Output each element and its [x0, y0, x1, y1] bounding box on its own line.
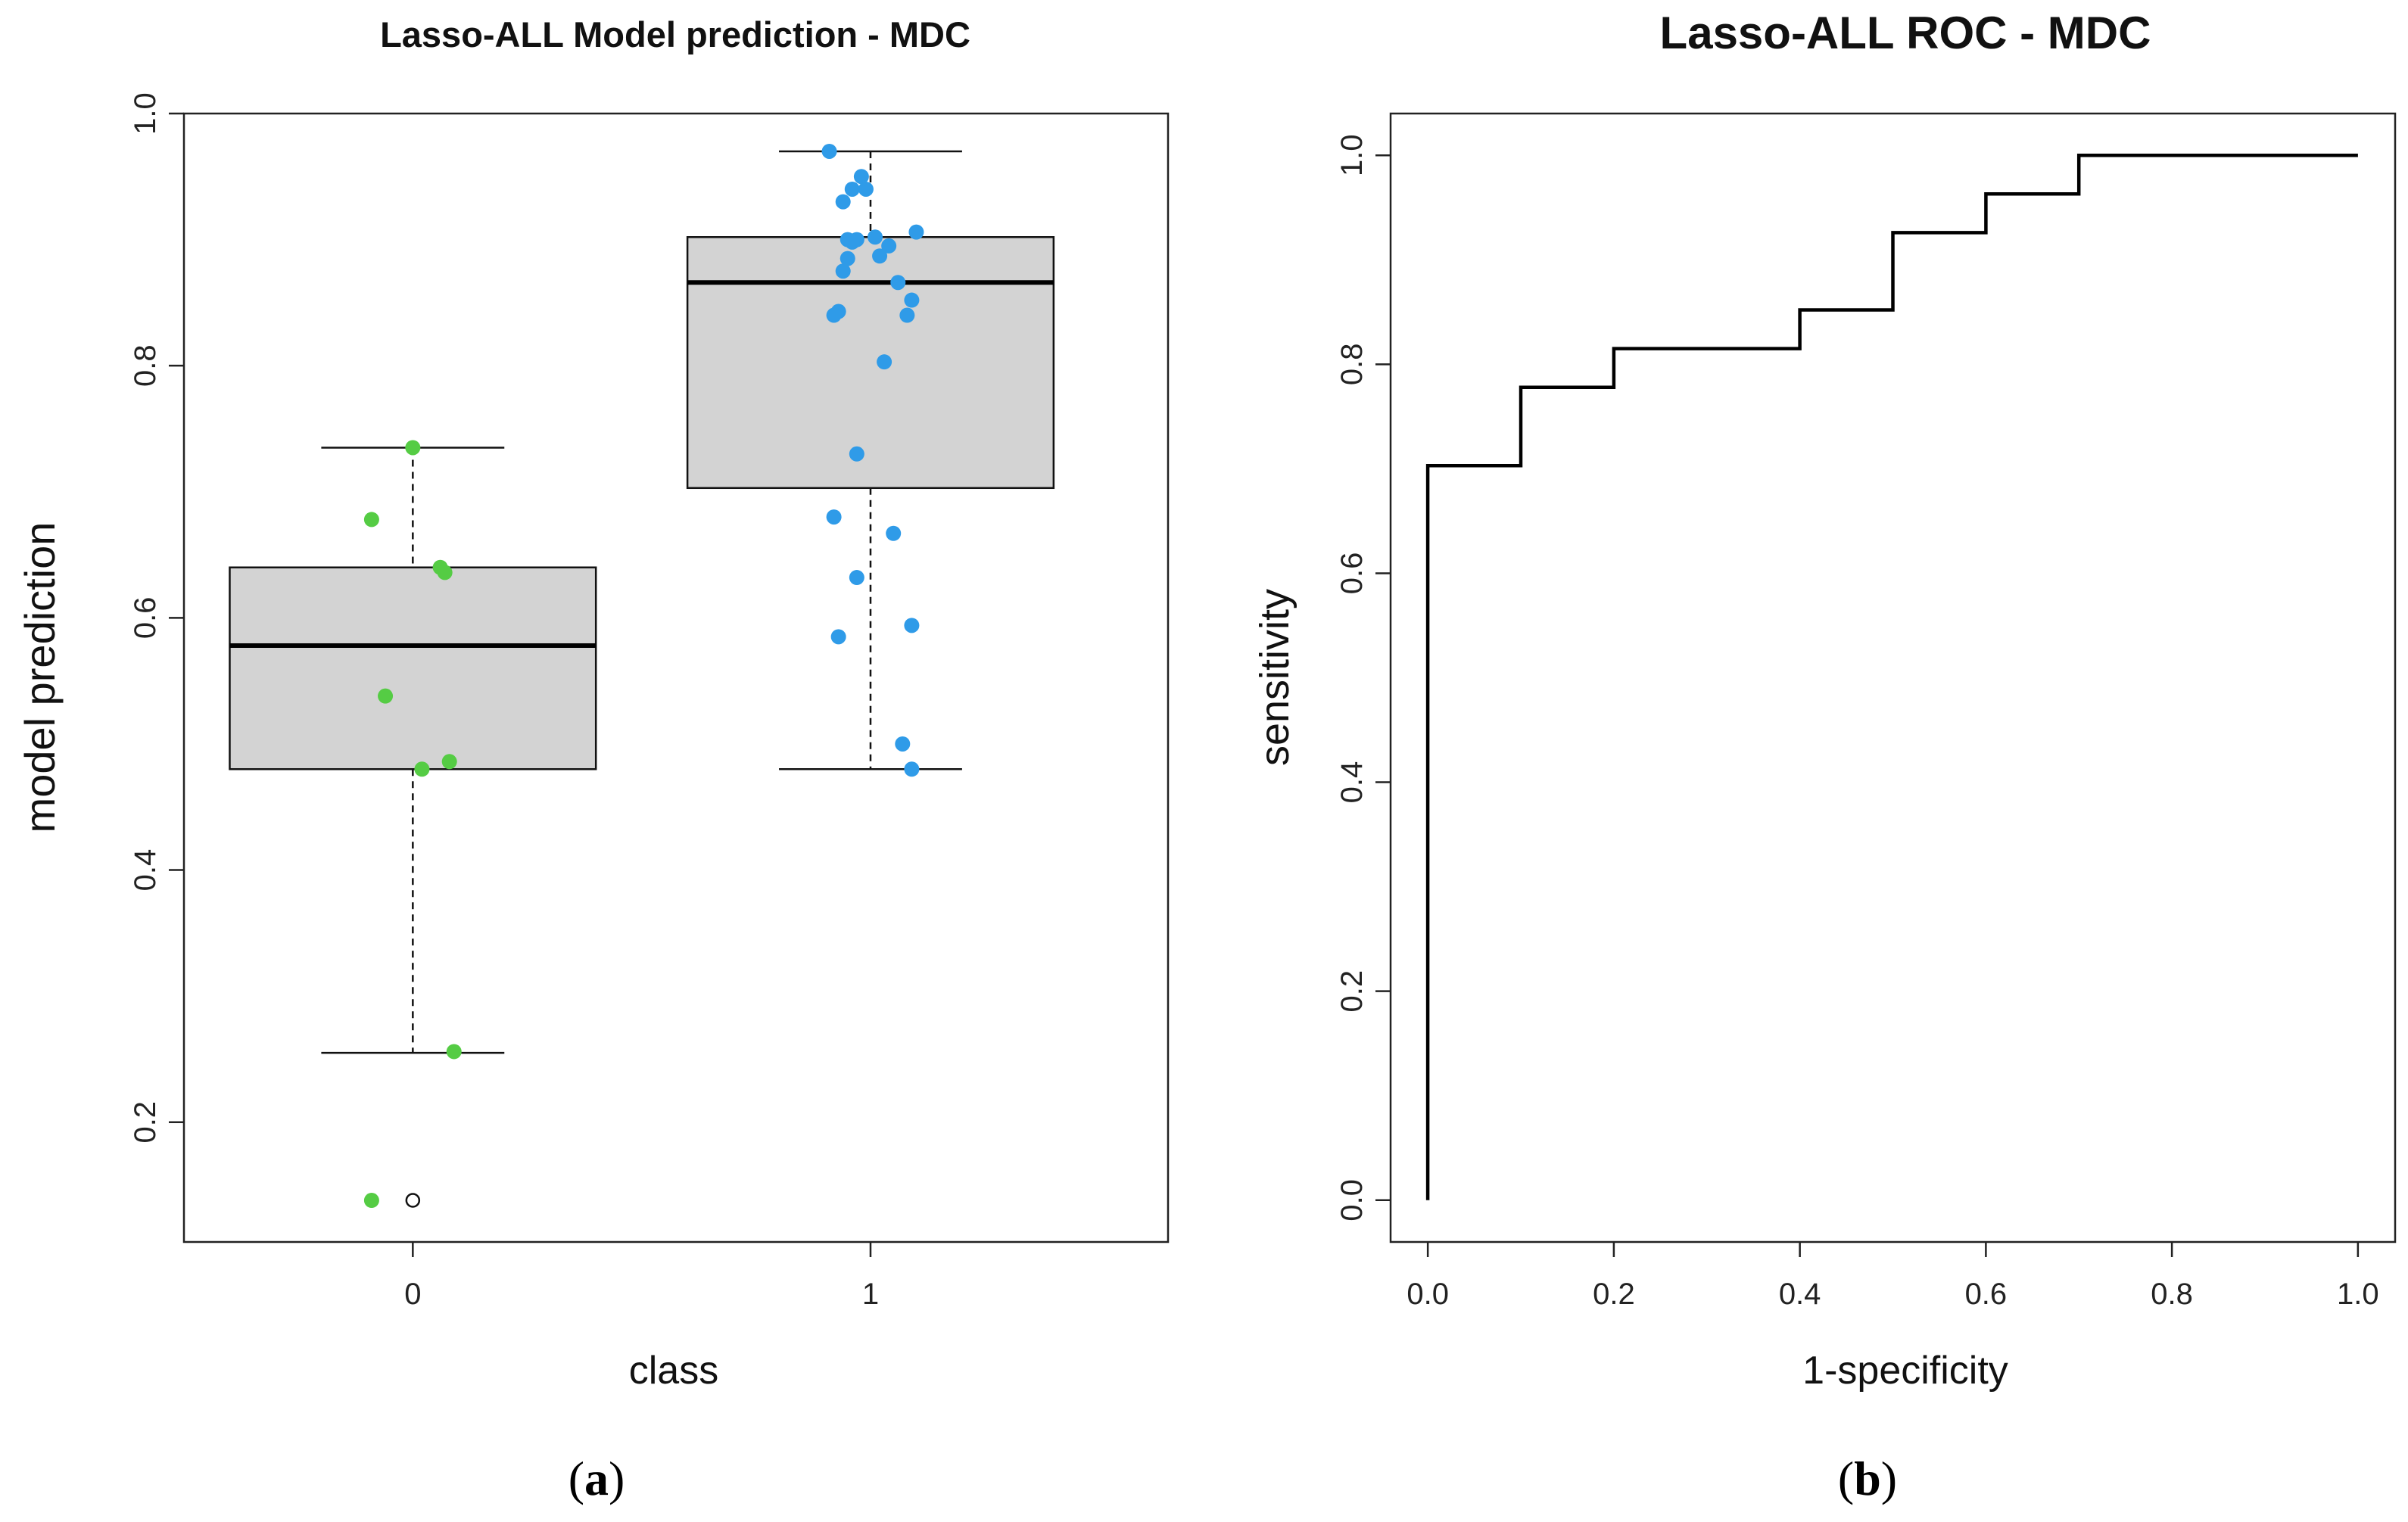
x-tick-label: 0.0: [1406, 1278, 1449, 1311]
data-point: [877, 354, 892, 370]
data-point: [904, 292, 920, 308]
y-tick-label: 0.2: [1335, 970, 1369, 1013]
x-tick-label: 0: [404, 1278, 421, 1311]
data-point: [844, 181, 860, 197]
data-point: [830, 629, 846, 645]
panel-letter-a: a: [584, 1452, 609, 1505]
data-point: [826, 307, 842, 323]
chart-title-b: Lasso-ALL ROC - MDC: [1660, 8, 2151, 58]
data-point: [363, 512, 379, 528]
data-point: [378, 688, 394, 704]
y-axis-label-b: sensitivity: [1252, 589, 1297, 766]
y-tick-label: 0.4: [129, 849, 162, 892]
outlier-point: [405, 1193, 421, 1208]
y-tick-label: 0.8: [1335, 344, 1369, 386]
x-tick-label: 0.4: [1779, 1278, 1821, 1311]
data-point: [441, 754, 457, 770]
data-point: [835, 263, 851, 279]
panel-letter-b: b: [1854, 1452, 1881, 1505]
y-tick-label: 0.6: [129, 597, 162, 640]
x-axis-label-a: class: [629, 1349, 718, 1393]
data-point: [886, 525, 902, 541]
data-point: [890, 275, 906, 291]
y-tick-label: 0.2: [129, 1101, 162, 1144]
data-point: [904, 761, 920, 777]
data-point: [853, 169, 869, 185]
data-point: [868, 229, 883, 245]
y-tick-label: 0.0: [1335, 1179, 1369, 1222]
data-point: [844, 234, 860, 250]
data-point: [849, 446, 864, 462]
panel-label-b: (b): [1838, 1452, 1897, 1505]
data-point: [446, 1044, 462, 1060]
y-tick-label: 0.8: [129, 344, 162, 387]
data-point: [849, 570, 864, 586]
data-point: [904, 618, 920, 633]
data-point: [899, 307, 915, 323]
y-tick-label: 0.4: [1335, 761, 1369, 804]
data-point: [908, 224, 924, 240]
roc-curve-line: [1425, 153, 2358, 1200]
box: [229, 566, 597, 770]
data-point: [881, 238, 897, 254]
plot-area-b: 0.0 0.2 0.4 0.6 0.8 1.0 0.0 0.2 0.4 0.6 0.8 1.0: [1335, 112, 2397, 1311]
panel-label-a: (a): [569, 1452, 625, 1505]
x-axis-label-b: 1-specificity: [1802, 1349, 2008, 1393]
data-point: [405, 440, 421, 456]
roc-panel: Lasso-ALL ROC - MDC 0.00.20.40.60.81.00.…: [1252, 8, 2397, 1505]
plot-frame: [182, 112, 1170, 1243]
data-point: [414, 761, 430, 777]
svg-text:(b): (b): [1838, 1452, 1897, 1505]
data-point: [826, 509, 842, 525]
x-tick-label: 0.8: [2151, 1278, 2193, 1311]
data-point: [840, 251, 855, 266]
box: [686, 236, 1055, 490]
x-tick-label: 0.6: [1965, 1278, 2008, 1311]
plot-area-a: 0.2 0.4 0.6 0.8 1.0 0 1: [129, 92, 1170, 1311]
svg-text:(a): (a): [569, 1452, 625, 1505]
data-point: [835, 194, 851, 210]
data-point: [895, 736, 911, 752]
y-tick-label: 1.0: [129, 92, 162, 135]
chart-title-a: Lasso-ALL Model prediction - MDC: [380, 14, 970, 54]
data-point: [437, 565, 453, 580]
boxplot-panel: Lasso-ALL Model prediction - MDC 0.20.40…: [16, 14, 1170, 1505]
plot-frame: [1389, 112, 2397, 1243]
data-point: [363, 1193, 379, 1209]
y-axis-label-a: model prediction: [16, 522, 64, 833]
x-tick-label: 0.2: [1593, 1278, 1635, 1311]
x-tick-label: 1.0: [2337, 1278, 2379, 1311]
x-tick-label: 1: [862, 1278, 879, 1311]
data-point: [858, 181, 874, 197]
y-tick-label: 1.0: [1335, 134, 1369, 176]
y-tick-label: 0.6: [1335, 552, 1369, 595]
data-point: [872, 248, 888, 264]
data-point: [821, 143, 837, 159]
